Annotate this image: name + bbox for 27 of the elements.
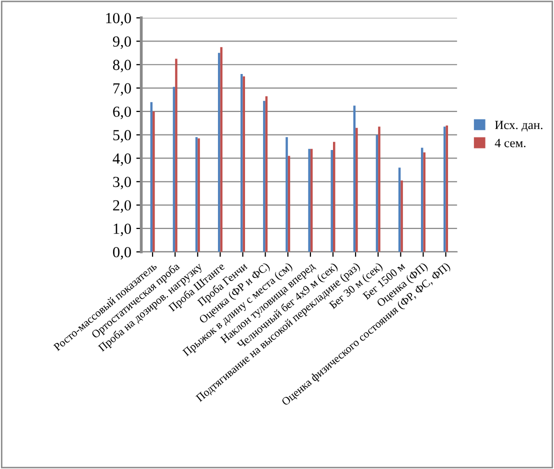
y-tick-label: 1,0	[114, 224, 131, 236]
y-tick-label: 8,0	[113, 60, 131, 72]
bar	[286, 137, 288, 252]
y-tick-label: 0,0	[113, 246, 131, 260]
y-tick-label: 9,0	[112, 36, 131, 49]
bar	[423, 152, 426, 252]
bar	[400, 180, 403, 252]
y-tick-label: 2,0	[113, 200, 131, 213]
bar	[220, 47, 222, 252]
bar	[356, 128, 358, 252]
bar	[152, 111, 155, 252]
y-tick-label: 6,0	[113, 106, 131, 120]
bar	[198, 138, 200, 252]
y-tick-label: 4,0	[112, 153, 131, 166]
y-tick-label: 10,0	[106, 12, 131, 26]
y-tick-label: 5,0	[113, 130, 131, 142]
bar	[330, 150, 333, 252]
bar	[378, 126, 380, 252]
legend-label: Исх. дан.	[494, 120, 542, 132]
bar	[175, 58, 178, 252]
bar	[263, 100, 266, 252]
y-tick-label: 7,0	[113, 83, 131, 96]
bar	[444, 126, 446, 252]
legend-label: 4 сем.	[494, 138, 526, 148]
bar	[240, 74, 243, 252]
y-tick-label: 3,0	[113, 176, 131, 190]
bar	[308, 148, 310, 252]
